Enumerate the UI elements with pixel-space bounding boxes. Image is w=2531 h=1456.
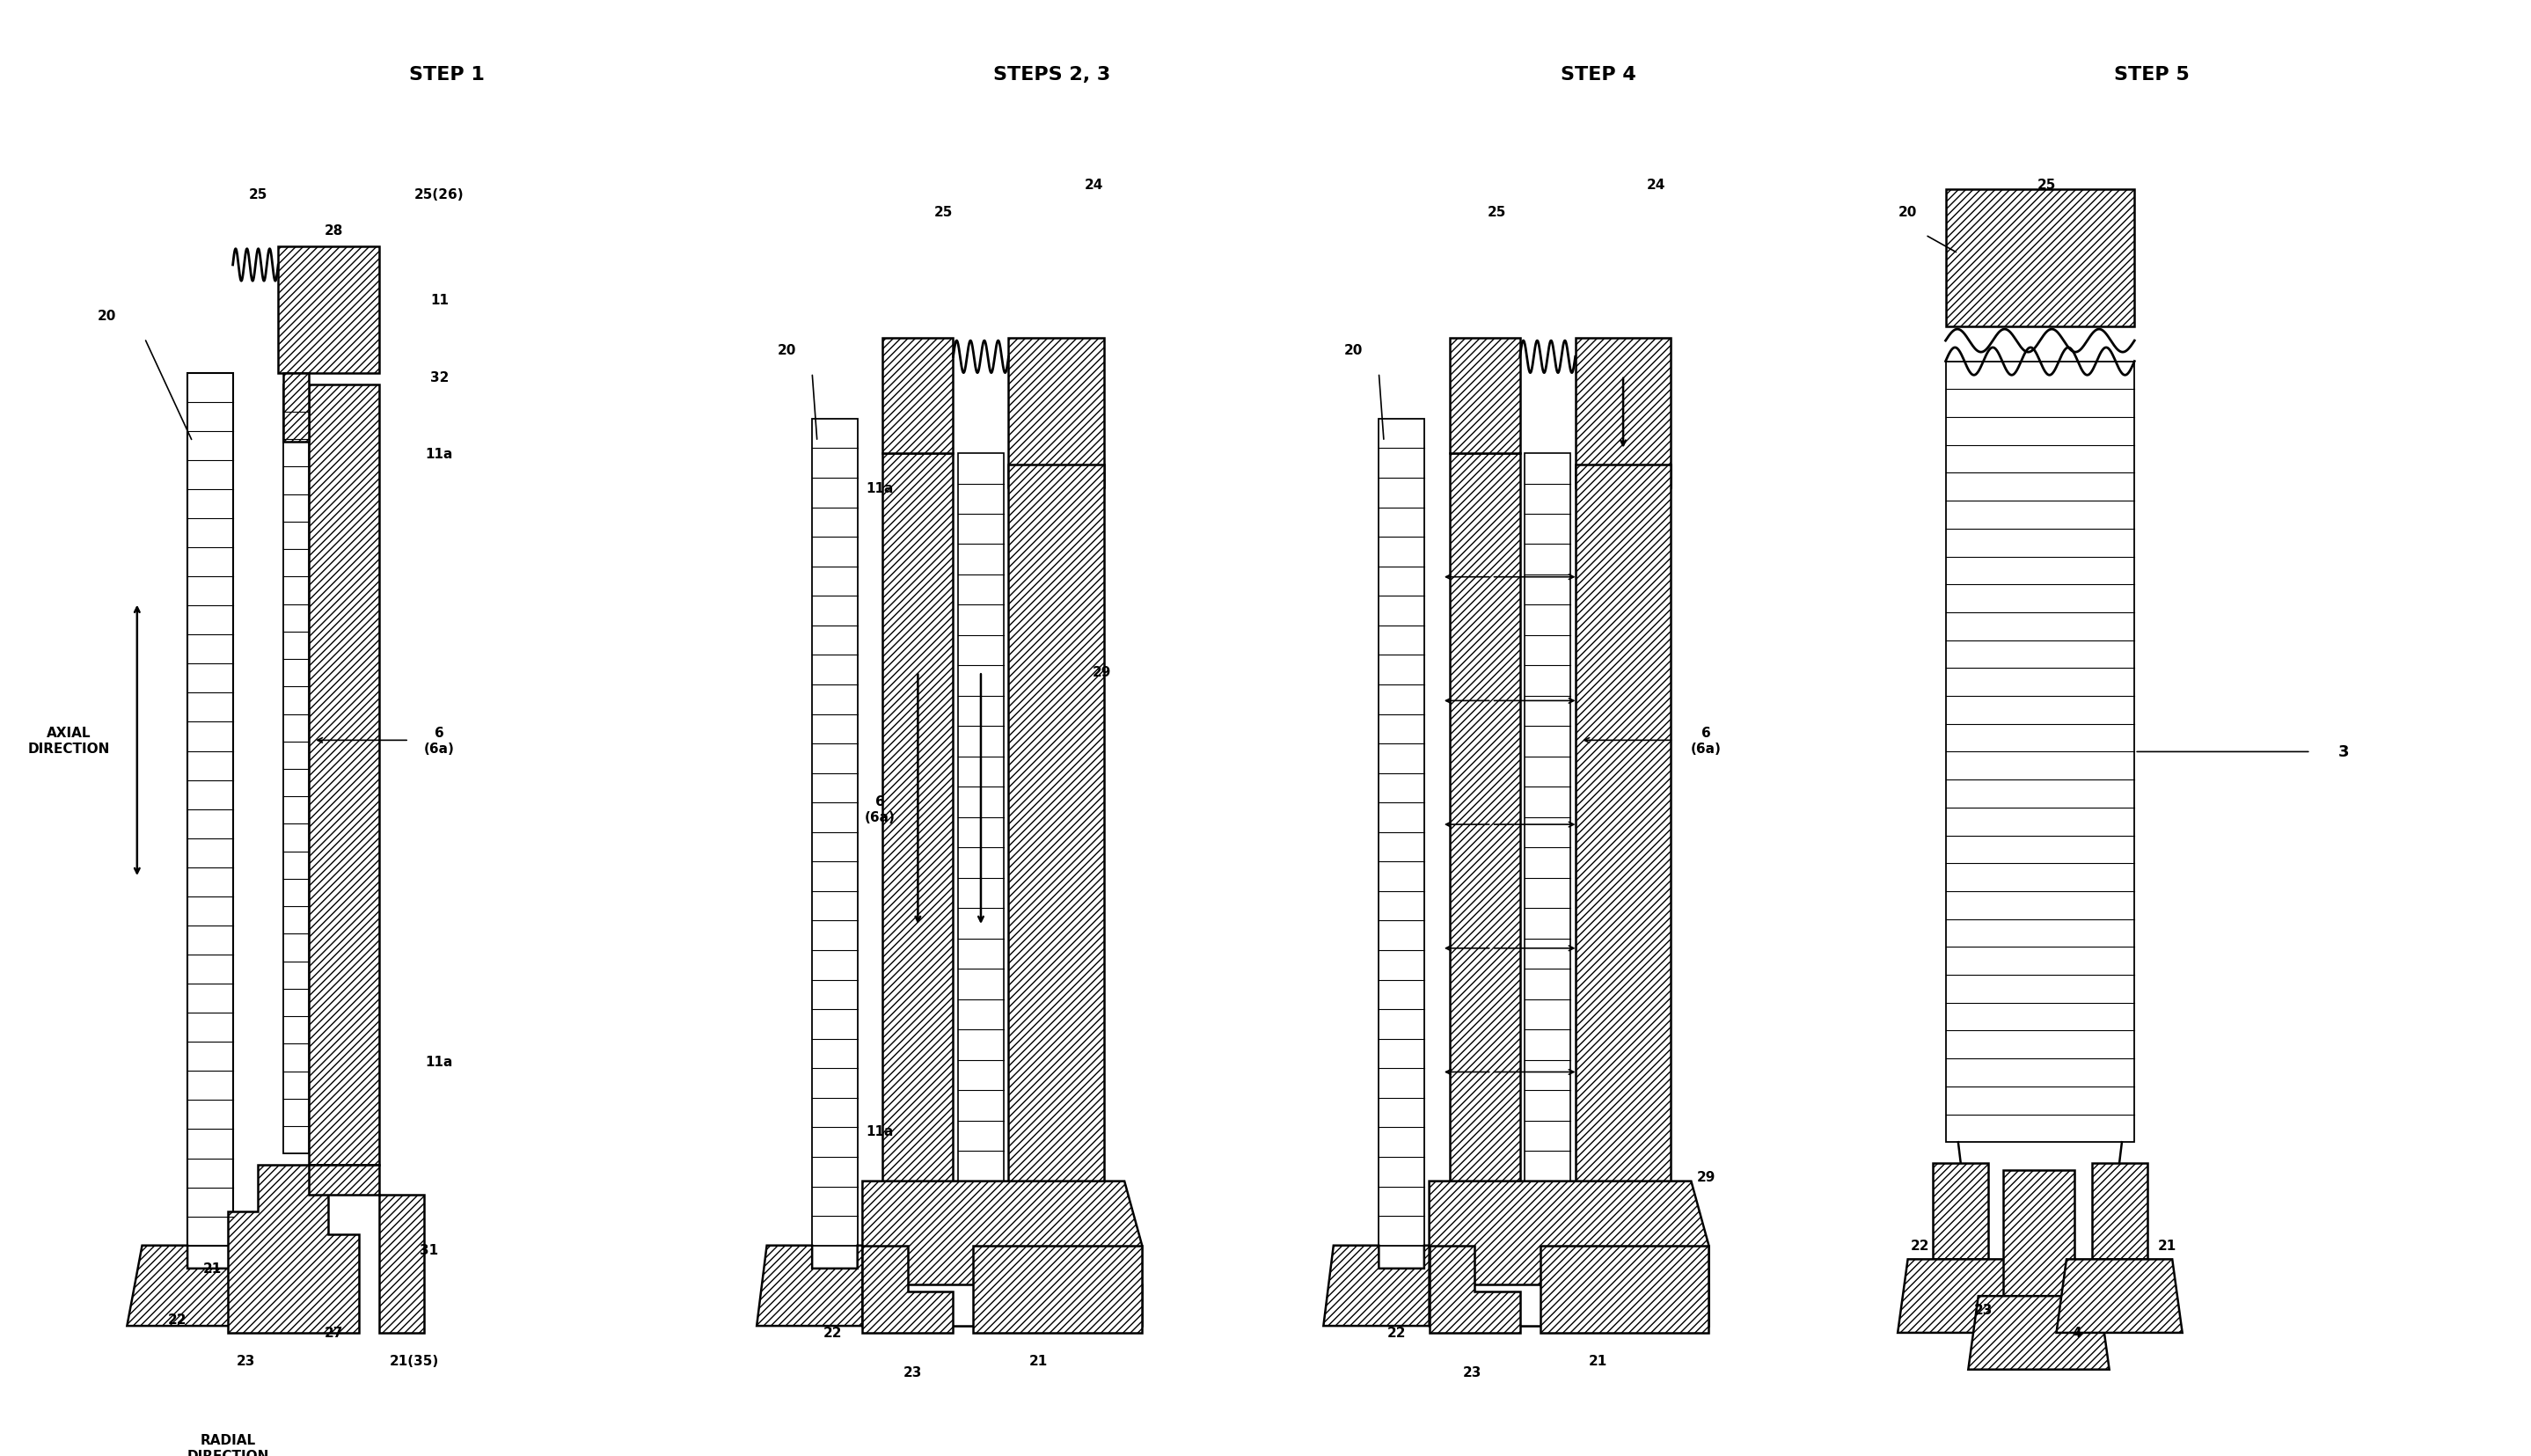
Bar	[863, 1284, 1141, 1326]
Text: 4: 4	[2073, 1326, 2080, 1340]
Polygon shape	[974, 1246, 1141, 1332]
Text: 25: 25	[2037, 179, 2055, 192]
Text: 23: 23	[1974, 1303, 1992, 1316]
Text: 21: 21	[2159, 1239, 2177, 1252]
Bar	[1007, 339, 1104, 488]
Bar	[1946, 363, 2134, 1143]
Text: STEP 1: STEP 1	[410, 66, 483, 84]
Polygon shape	[2055, 1259, 2182, 1332]
Text: 11a: 11a	[425, 1056, 453, 1069]
Text: 32: 32	[430, 371, 448, 384]
Text: 21: 21	[1030, 1354, 1048, 1367]
Text: 6
(6a): 6 (6a)	[866, 795, 896, 824]
Bar	[1574, 464, 1670, 1268]
Polygon shape	[309, 1165, 425, 1332]
Text: 25: 25	[1488, 207, 1506, 220]
Text: 20: 20	[99, 309, 116, 323]
Bar	[2091, 1163, 2146, 1259]
Bar	[278, 248, 380, 373]
Bar	[1007, 464, 1104, 1268]
Text: 29: 29	[1696, 1171, 1716, 1184]
Polygon shape	[863, 1181, 1141, 1326]
Text: 24: 24	[1086, 179, 1104, 192]
Bar	[187, 373, 233, 1246]
Bar	[1450, 339, 1521, 454]
Bar	[1934, 1163, 1989, 1259]
Bar	[959, 454, 1005, 1181]
Bar	[883, 454, 954, 1181]
Bar	[1574, 339, 1670, 488]
Text: 27: 27	[324, 1326, 344, 1340]
Polygon shape	[1898, 1259, 2025, 1332]
Bar	[2005, 1169, 2073, 1296]
Bar	[309, 384, 380, 1165]
Polygon shape	[127, 1246, 294, 1326]
Text: 11a: 11a	[425, 447, 453, 460]
Bar	[283, 373, 309, 443]
Text: AXIAL
DIRECTION: AXIAL DIRECTION	[28, 727, 111, 754]
Text: 25: 25	[934, 207, 952, 220]
Polygon shape	[757, 1246, 914, 1326]
Text: 20: 20	[1898, 207, 1916, 220]
Polygon shape	[228, 1165, 359, 1332]
Bar	[1946, 189, 2134, 328]
Polygon shape	[1430, 1246, 1521, 1332]
Bar	[1430, 1284, 1708, 1326]
Text: 20: 20	[777, 344, 797, 357]
Text: 21: 21	[1589, 1354, 1607, 1367]
Text: 23: 23	[235, 1354, 256, 1367]
Text: 22: 22	[167, 1312, 187, 1325]
Text: 6
(6a): 6 (6a)	[425, 727, 456, 754]
Text: STEP 5: STEP 5	[2113, 66, 2189, 84]
Bar	[1450, 454, 1521, 1181]
Text: 25: 25	[248, 188, 268, 201]
Text: 20: 20	[1344, 344, 1364, 357]
Text: 24: 24	[1648, 179, 1665, 192]
Text: RADIAL
DIRECTION: RADIAL DIRECTION	[187, 1433, 268, 1456]
Text: 28: 28	[324, 224, 344, 237]
Text: 22: 22	[1387, 1326, 1405, 1340]
Text: 31: 31	[420, 1243, 438, 1257]
Text: 11: 11	[430, 293, 448, 307]
Polygon shape	[1430, 1181, 1708, 1326]
Bar	[1526, 454, 1569, 1181]
Text: 25(26): 25(26)	[415, 188, 463, 201]
Text: 22: 22	[1911, 1239, 1929, 1252]
Text: STEP 4: STEP 4	[1559, 66, 1635, 84]
Polygon shape	[1539, 1246, 1708, 1332]
Text: 21: 21	[202, 1262, 223, 1275]
Bar	[812, 419, 858, 1246]
Text: STEPS 2, 3: STEPS 2, 3	[992, 66, 1111, 84]
Bar	[883, 339, 954, 454]
Bar	[1379, 419, 1425, 1246]
Text: 29: 29	[1093, 665, 1111, 678]
Polygon shape	[863, 1246, 954, 1332]
Text: 11a: 11a	[866, 482, 893, 495]
Text: 11a: 11a	[866, 1124, 893, 1137]
Text: 6
(6a): 6 (6a)	[1691, 727, 1721, 754]
Bar	[283, 384, 309, 1153]
Polygon shape	[1969, 1296, 2108, 1370]
Polygon shape	[1324, 1246, 1481, 1326]
Text: 23: 23	[904, 1366, 921, 1379]
Text: 22: 22	[823, 1326, 843, 1340]
Text: 3: 3	[2339, 744, 2349, 760]
Text: 23: 23	[1463, 1366, 1481, 1379]
Text: 21(35): 21(35)	[390, 1354, 438, 1367]
